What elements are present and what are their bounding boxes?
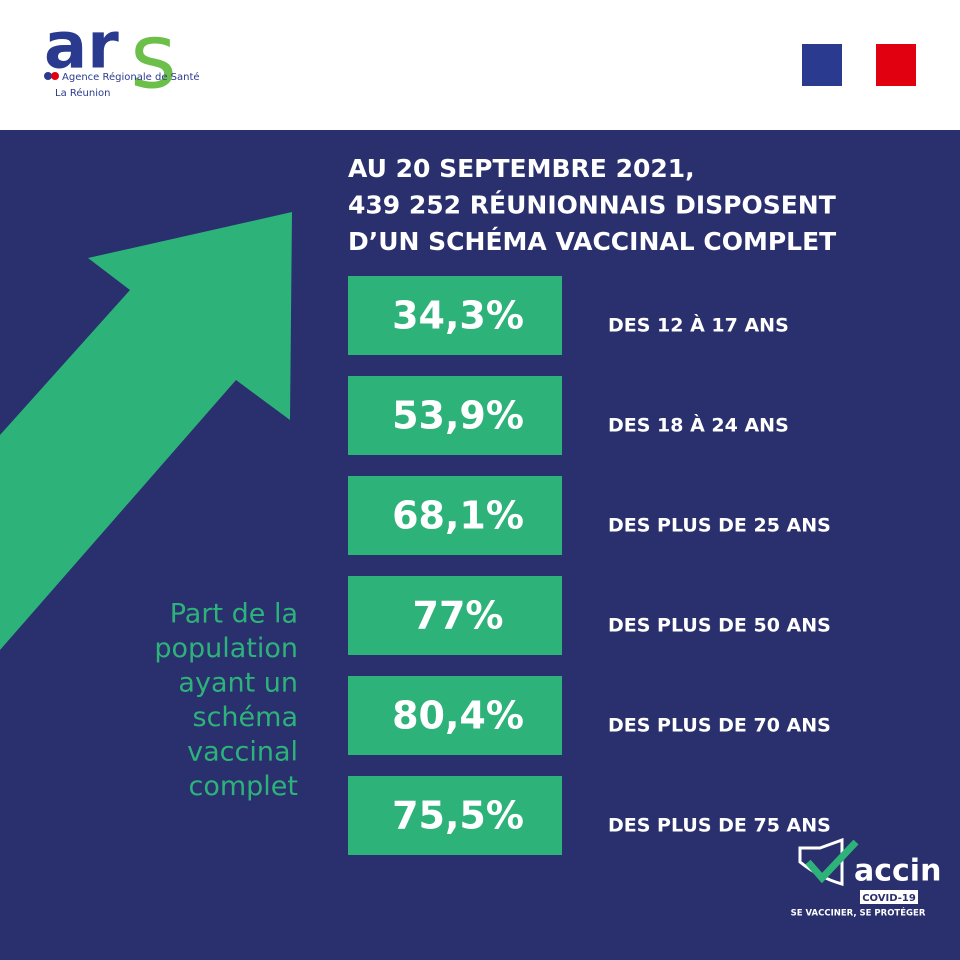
value: 77% xyxy=(413,594,504,638)
title-line: 439 252 RÉUNIONNAIS DISPOSENT xyxy=(348,191,836,220)
value-box xyxy=(348,676,562,755)
value-box xyxy=(348,576,562,655)
value-box xyxy=(348,476,562,555)
arrow xyxy=(0,212,292,650)
badge-check xyxy=(805,839,859,884)
logo-main: ar xyxy=(44,10,119,84)
value: 68,1% xyxy=(392,494,524,538)
title-line: D’UN SCHÉMA VACCINAL COMPLET xyxy=(348,227,836,256)
logo-dot xyxy=(51,72,59,80)
side-line: Part de la xyxy=(170,599,298,630)
side-line: complet xyxy=(188,771,298,802)
age-label: DES PLUS DE 70 ANS xyxy=(608,715,831,737)
value: 34,3% xyxy=(392,294,524,338)
age-label: DES PLUS DE 50 ANS xyxy=(608,615,831,637)
header-bg xyxy=(0,0,960,130)
value-box xyxy=(348,276,562,355)
value-box xyxy=(348,776,562,855)
side-line: vaccinal xyxy=(187,737,298,768)
badge: accin COVID-19 SE VACCINER, SE PROTÉGER xyxy=(791,837,941,919)
logo-accent: s xyxy=(130,4,177,109)
badge-word: accin xyxy=(854,854,941,889)
badge-slogan: SE VACCINER, SE PROTÉGER xyxy=(791,907,926,919)
age-label: DES 18 À 24 ANS xyxy=(608,414,789,437)
title: AU 20 SEPTEMBRE 2021, 439 252 RÉUNIONNAIS… xyxy=(348,154,836,256)
flag-blue xyxy=(802,44,842,86)
value: 53,9% xyxy=(392,394,524,438)
side-line: schéma xyxy=(193,702,298,733)
title-line: AU 20 SEPTEMBRE 2021, xyxy=(348,154,695,183)
badge-tag: COVID-19 xyxy=(862,893,916,904)
flag-white xyxy=(842,44,876,86)
rows: 34,3% DES 12 À 17 ANS 53,9% DES 18 À 24 ANS… xyxy=(348,276,831,855)
age-label: DES PLUS DE 75 ANS xyxy=(608,815,831,837)
age-label: DES PLUS DE 25 ANS xyxy=(608,515,831,537)
flag xyxy=(802,44,916,86)
logo-agency: Agence Régionale de Santé xyxy=(62,71,200,83)
side-line: ayant un xyxy=(178,668,298,699)
value: 75,5% xyxy=(392,794,524,838)
logo: ar s Agence Régionale de Santé La Réunio… xyxy=(44,4,200,109)
age-label: DES 12 À 17 ANS xyxy=(608,314,789,337)
logo-region: La Réunion xyxy=(55,87,110,99)
value-box xyxy=(348,376,562,455)
badge-tag-bg xyxy=(860,890,918,904)
value: 80,4% xyxy=(392,694,524,738)
side-line: population xyxy=(154,633,298,664)
flag-red xyxy=(876,44,916,86)
logo-dot xyxy=(44,72,52,80)
